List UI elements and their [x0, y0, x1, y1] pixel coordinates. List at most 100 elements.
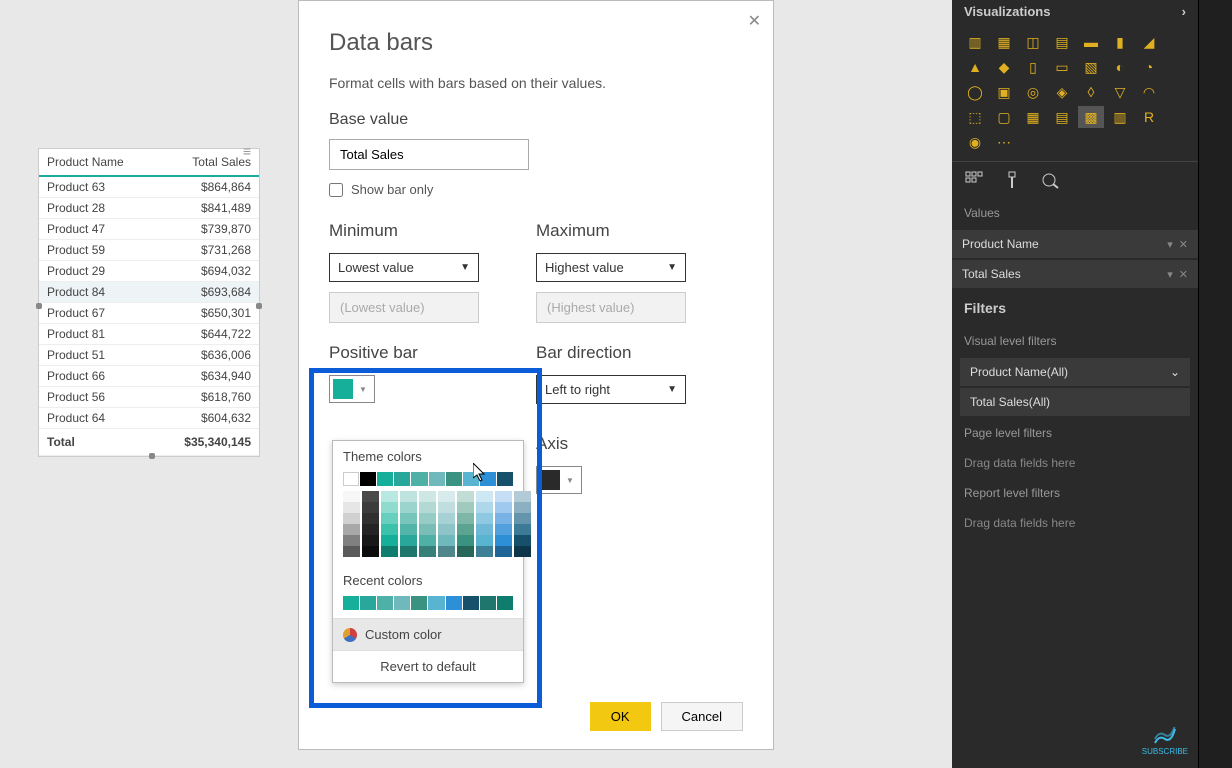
- viz-type-icon[interactable]: ▦: [991, 31, 1017, 53]
- base-value-input[interactable]: [329, 139, 529, 170]
- color-swatch[interactable]: [438, 491, 455, 502]
- viz-type-icon[interactable]: ▽: [1107, 81, 1133, 103]
- color-swatch[interactable]: [514, 513, 531, 524]
- ok-button[interactable]: OK: [590, 702, 651, 731]
- color-swatch[interactable]: [495, 535, 512, 546]
- viz-type-icon[interactable]: ◢: [1136, 31, 1162, 53]
- color-swatch[interactable]: [476, 546, 493, 557]
- color-swatch[interactable]: [343, 546, 360, 557]
- show-bar-only-checkbox[interactable]: Show bar only: [329, 182, 743, 197]
- color-swatch[interactable]: [463, 596, 479, 610]
- viz-type-icon[interactable]: ⬚: [962, 106, 988, 128]
- viz-type-icon[interactable]: ◉: [962, 131, 988, 153]
- color-swatch[interactable]: [457, 491, 474, 502]
- color-swatch[interactable]: [476, 502, 493, 513]
- color-swatch[interactable]: [495, 546, 512, 557]
- collapsed-pane[interactable]: [1198, 0, 1232, 768]
- table-row[interactable]: Product 63$864,864: [39, 176, 259, 198]
- color-swatch[interactable]: [419, 502, 436, 513]
- viz-type-icon[interactable]: ◊: [1078, 81, 1104, 103]
- color-swatch[interactable]: [457, 524, 474, 535]
- viz-type-icon[interactable]: ◫: [1020, 31, 1046, 53]
- color-swatch[interactable]: [360, 596, 376, 610]
- color-swatch[interactable]: [381, 524, 398, 535]
- color-swatch[interactable]: [457, 546, 474, 557]
- color-swatch[interactable]: [476, 491, 493, 502]
- drag-handle-icon[interactable]: ≡: [243, 143, 251, 159]
- viz-type-icon[interactable]: ▣: [991, 81, 1017, 103]
- color-swatch[interactable]: [381, 491, 398, 502]
- minimum-select[interactable]: Lowest value▼: [329, 253, 479, 282]
- viz-type-icon[interactable]: ▲: [962, 56, 988, 78]
- viz-type-icon[interactable]: ◎: [1020, 81, 1046, 103]
- viz-type-icon[interactable]: ▩: [1078, 106, 1104, 128]
- color-swatch[interactable]: [362, 502, 379, 513]
- color-swatch[interactable]: [381, 502, 398, 513]
- viz-type-icon[interactable]: ◠: [1136, 81, 1162, 103]
- color-swatch[interactable]: [362, 546, 379, 557]
- color-swatch[interactable]: [446, 596, 462, 610]
- color-swatch[interactable]: [400, 491, 417, 502]
- filter-total-sales[interactable]: Total Sales(All): [960, 388, 1190, 416]
- table-row[interactable]: Product 51$636,006: [39, 345, 259, 366]
- color-swatch[interactable]: [438, 502, 455, 513]
- table-row[interactable]: Product 28$841,489: [39, 198, 259, 219]
- field-total-sales[interactable]: Total Sales▾✕: [952, 260, 1198, 288]
- chevron-right-icon[interactable]: ›: [1182, 4, 1186, 19]
- color-swatch[interactable]: [438, 524, 455, 535]
- color-swatch[interactable]: [381, 546, 398, 557]
- chevron-down-icon[interactable]: ▾: [1167, 238, 1173, 251]
- table-row[interactable]: Product 56$618,760: [39, 387, 259, 408]
- color-swatch[interactable]: [497, 596, 513, 610]
- color-swatch[interactable]: [419, 491, 436, 502]
- drag-hint-report[interactable]: Drag data fields here: [952, 508, 1198, 538]
- color-swatch[interactable]: [514, 502, 531, 513]
- color-swatch[interactable]: [514, 546, 531, 557]
- table-row[interactable]: Product 59$731,268: [39, 240, 259, 261]
- color-swatch[interactable]: [457, 502, 474, 513]
- color-swatch[interactable]: [362, 513, 379, 524]
- viz-type-icon[interactable]: ◐: [1107, 56, 1133, 78]
- color-swatch[interactable]: [343, 596, 359, 610]
- cancel-button[interactable]: Cancel: [661, 702, 743, 731]
- analytics-tab-icon[interactable]: [1040, 170, 1060, 190]
- color-swatch[interactable]: [362, 535, 379, 546]
- chevron-down-icon[interactable]: ▾: [1167, 268, 1173, 281]
- table-row[interactable]: Product 29$694,032: [39, 261, 259, 282]
- viz-type-icon[interactable]: ▢: [991, 106, 1017, 128]
- color-swatch[interactable]: [514, 524, 531, 535]
- color-swatch[interactable]: [381, 513, 398, 524]
- viz-type-icon[interactable]: ◆: [991, 56, 1017, 78]
- viz-type-icon[interactable]: ▬: [1078, 31, 1104, 53]
- color-swatch[interactable]: [457, 535, 474, 546]
- viz-type-icon[interactable]: R: [1136, 106, 1162, 128]
- color-swatch[interactable]: [463, 472, 479, 486]
- viz-type-icon[interactable]: ▤: [1049, 106, 1075, 128]
- color-swatch[interactable]: [495, 524, 512, 535]
- color-swatch[interactable]: [438, 513, 455, 524]
- remove-field-icon[interactable]: ✕: [1179, 268, 1188, 281]
- color-swatch[interactable]: [343, 535, 360, 546]
- color-swatch[interactable]: [381, 535, 398, 546]
- positive-bar-color-button[interactable]: ▼: [329, 375, 375, 403]
- viz-type-icon[interactable]: ▤: [1049, 31, 1075, 53]
- color-swatch[interactable]: [343, 513, 360, 524]
- table-row[interactable]: Product 64$604,632: [39, 408, 259, 429]
- color-swatch[interactable]: [400, 535, 417, 546]
- color-swatch[interactable]: [362, 524, 379, 535]
- color-swatch[interactable]: [514, 491, 531, 502]
- table-row[interactable]: Product 84$693,684: [39, 282, 259, 303]
- remove-field-icon[interactable]: ✕: [1179, 238, 1188, 251]
- color-swatch[interactable]: [476, 513, 493, 524]
- color-swatch[interactable]: [419, 524, 436, 535]
- col-product-name[interactable]: Product Name: [39, 149, 155, 176]
- viz-type-icon[interactable]: ⋯: [991, 131, 1017, 153]
- viz-type-icon[interactable]: ◯: [962, 81, 988, 103]
- color-swatch[interactable]: [394, 472, 410, 486]
- viz-type-icon[interactable]: ▥: [962, 31, 988, 53]
- color-swatch[interactable]: [476, 535, 493, 546]
- color-swatch[interactable]: [495, 513, 512, 524]
- fields-tab-icon[interactable]: [964, 170, 984, 190]
- color-swatch[interactable]: [495, 502, 512, 513]
- color-swatch[interactable]: [394, 596, 410, 610]
